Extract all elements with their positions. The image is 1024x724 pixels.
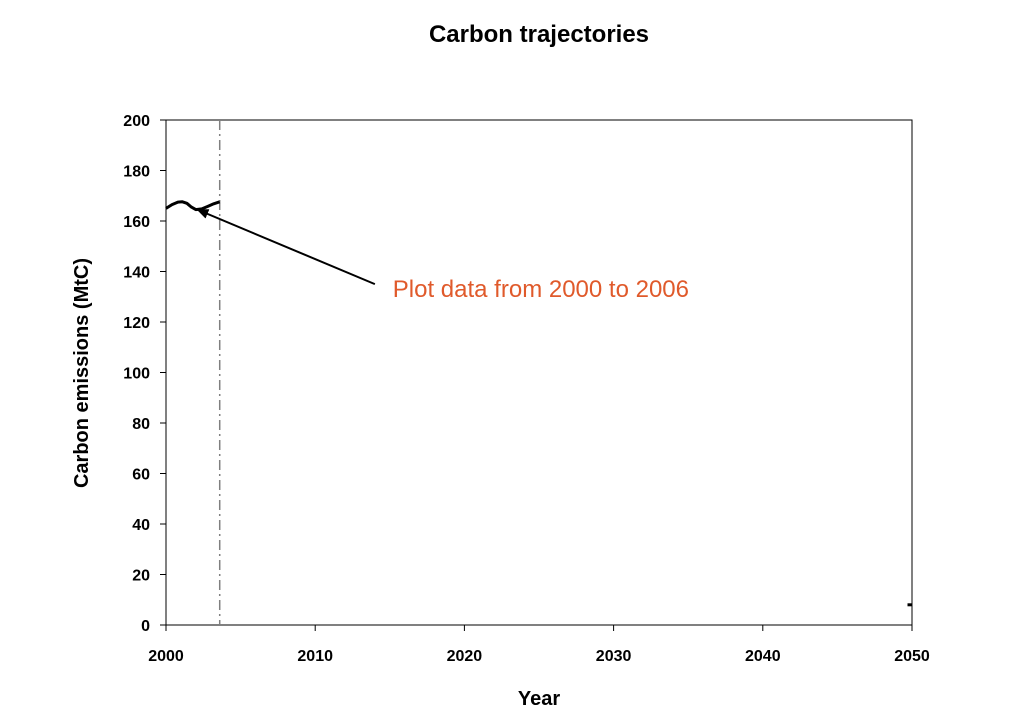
y-tick-label: 100 [123,366,150,383]
annotation-arrow [196,208,376,286]
y-tick-label: 160 [123,214,150,231]
y-tick-label: 80 [132,416,150,433]
y-tick-label: 180 [123,164,150,181]
x-tick-label: 2050 [894,648,930,665]
y-tick-label: 200 [123,113,150,130]
y-tick-label: 60 [132,467,150,484]
annotations-group: Plot data from 2000 to 2006 [196,208,689,303]
y-tick-label: 20 [132,568,150,585]
x-tick-label: 2000 [148,648,184,665]
x-axis-title: Year [518,688,560,710]
y-axis-title: Carbon emissions (MtC) [71,258,93,488]
y-tick-label: 0 [141,618,150,635]
chart-title: Carbon trajectories [429,21,649,48]
x-axis: 2000 2010 2020 2030 2040 2050 [148,625,930,665]
y-tick-label: 40 [132,517,150,534]
plot-area-frame [165,119,913,626]
x-tick-label: 2020 [447,648,483,665]
series-line-1 [165,200,221,212]
y-axis: 0 20 40 60 80 100 120 140 160 180 200 [123,113,166,635]
series-group [165,200,912,607]
x-tick-label: 2030 [596,648,632,665]
annotation-text: Plot data from 2000 to 2006 [393,276,689,303]
y-tick-label: 120 [123,315,150,332]
x-tick-label: 2040 [745,648,781,665]
x-tick-label: 2010 [297,648,333,665]
y-tick-label: 140 [123,265,150,282]
